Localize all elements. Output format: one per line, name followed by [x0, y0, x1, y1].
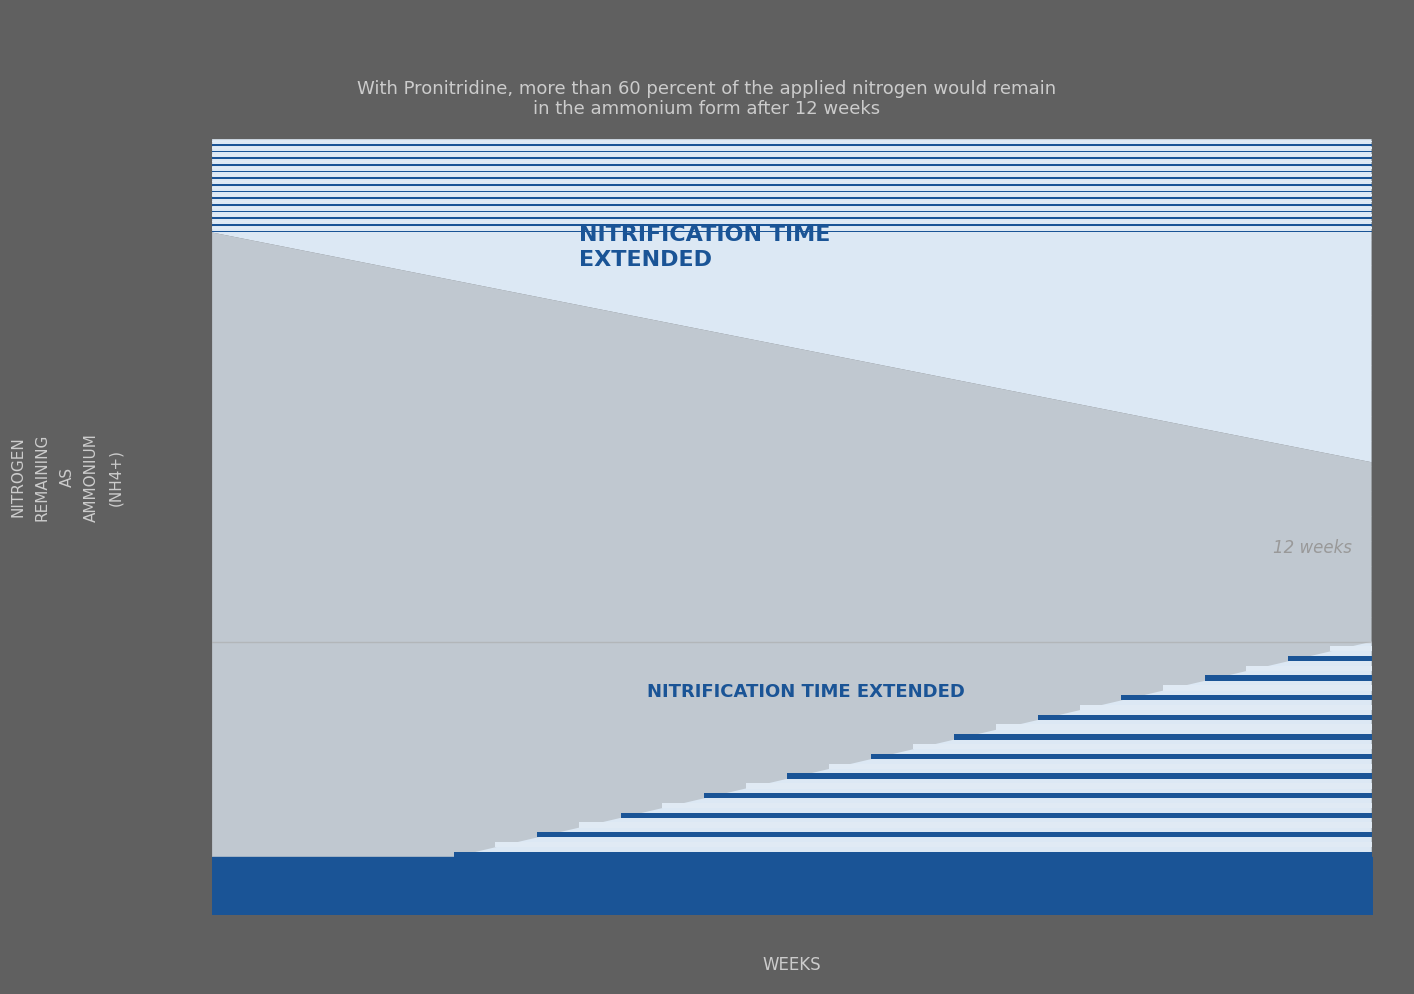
Text: With Pronitridine, more than 60 percent of the applied nitrogen would remain
in : With Pronitridine, more than 60 percent … — [358, 80, 1056, 118]
Text: 12 weeks: 12 weeks — [1274, 540, 1352, 558]
Text: WEEKS: WEEKS — [762, 956, 822, 974]
Text: NITRIFICATION TIME
EXTENDED: NITRIFICATION TIME EXTENDED — [580, 226, 830, 270]
Text: PERCENT
OF APPLIED
NITROGEN
REMAINING
AS
AMMONIUM
(NH4+): PERCENT OF APPLIED NITROGEN REMAINING AS… — [0, 432, 123, 522]
Text: NITRIFICATION TIME EXTENDED: NITRIFICATION TIME EXTENDED — [648, 683, 964, 701]
